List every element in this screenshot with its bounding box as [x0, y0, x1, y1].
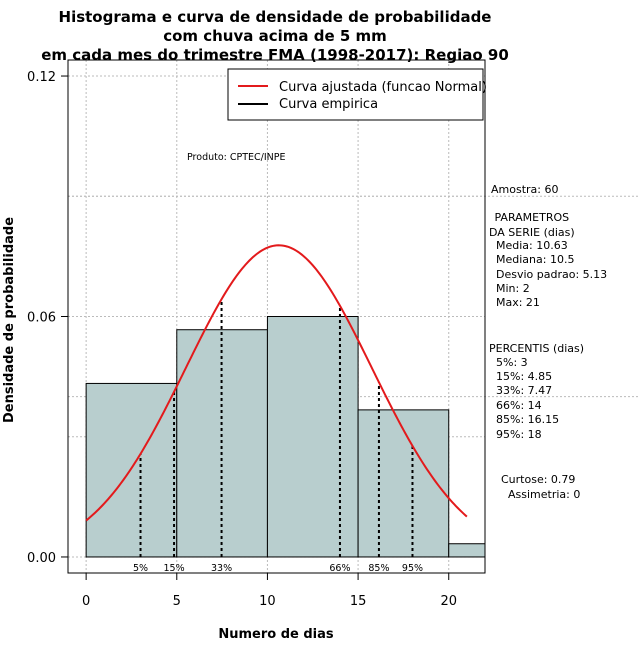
stats-line: Desvio padrao: 5.13 [489, 268, 607, 281]
chart-title-line-1: Histograma e curva de densidade de proba… [59, 8, 492, 26]
histogram-bars [85, 316, 486, 558]
y-axis: 0.00 0.06 0.12 [27, 70, 69, 566]
stats-line: 33%: 7.47 [489, 384, 552, 397]
x-tick-label: 5 [173, 594, 181, 609]
stats-line: 66%: 14 [489, 399, 542, 412]
stats-line: PARAMETROS [491, 211, 569, 224]
chart-title-line-2: com chuva acima de 5 mm [163, 27, 387, 45]
stats-line: Max: 21 [489, 296, 540, 309]
stats-line: Assimetria: 0 [501, 488, 580, 501]
histogram-bar [85, 382, 178, 558]
stats-line: Min: 2 [489, 282, 530, 295]
x-axis-label: Numero de dias [218, 627, 334, 642]
percentile-label: 15% [164, 563, 185, 574]
stats-line: Curtose: 0.79 [501, 473, 575, 486]
y-axis-label: Densidade de probabilidade [2, 217, 17, 423]
stats-line: 85%: 16.15 [489, 413, 559, 426]
y-tick-label: 0.12 [27, 70, 56, 85]
histogram-bar [266, 316, 359, 558]
percentile-label: 95% [402, 563, 423, 574]
normal-fit-curve [85, 244, 468, 522]
stats-panel: Amostra: 60 PARAMETROS DA SERIE (dias) Me… [489, 183, 607, 501]
stats-line: 95%: 18 [489, 428, 542, 441]
x-tick-label: 0 [82, 594, 90, 609]
stats-line: DA SERIE (dias) [489, 226, 575, 239]
x-tick-label: 15 [350, 594, 367, 609]
histogram-bar [448, 543, 486, 558]
chart-title-line-3: em cada mes do trimestre FMA (1998-2017)… [41, 46, 509, 64]
histogram-bar [357, 409, 450, 558]
stats-line: PERCENTIS (dias) [489, 342, 584, 355]
percentile-lines: 5% 15% 33% 66% 85% 95% [133, 299, 423, 574]
stats-line: 5%: 3 [489, 356, 528, 369]
x-tick-label: 20 [440, 594, 457, 609]
stats-line: Mediana: 10.5 [489, 253, 574, 266]
legend-label-empirical: Curva empirica [279, 97, 378, 112]
legend-box [227, 68, 484, 121]
percentile-label: 5% [133, 563, 148, 574]
percentile-label: 66% [329, 563, 350, 574]
y-tick-label: 0.06 [27, 311, 56, 326]
stats-line: Amostra: 60 [491, 183, 558, 196]
y-tick-label: 0.00 [27, 551, 56, 566]
stats-line: Media: 10.63 [489, 239, 568, 252]
percentile-label: 33% [211, 563, 232, 574]
stats-line: 15%: 4.85 [489, 370, 552, 383]
legend-label-normal: Curva ajustada (funcao Normal) [279, 80, 487, 95]
legend: Curva ajustada (funcao Normal) Curva emp… [227, 68, 487, 121]
x-tick-label: 10 [259, 594, 276, 609]
produto-label: Produto: CPTEC/INPE [187, 152, 286, 163]
x-axis: 0 5 10 15 20 [82, 572, 457, 609]
percentile-label: 85% [368, 563, 389, 574]
